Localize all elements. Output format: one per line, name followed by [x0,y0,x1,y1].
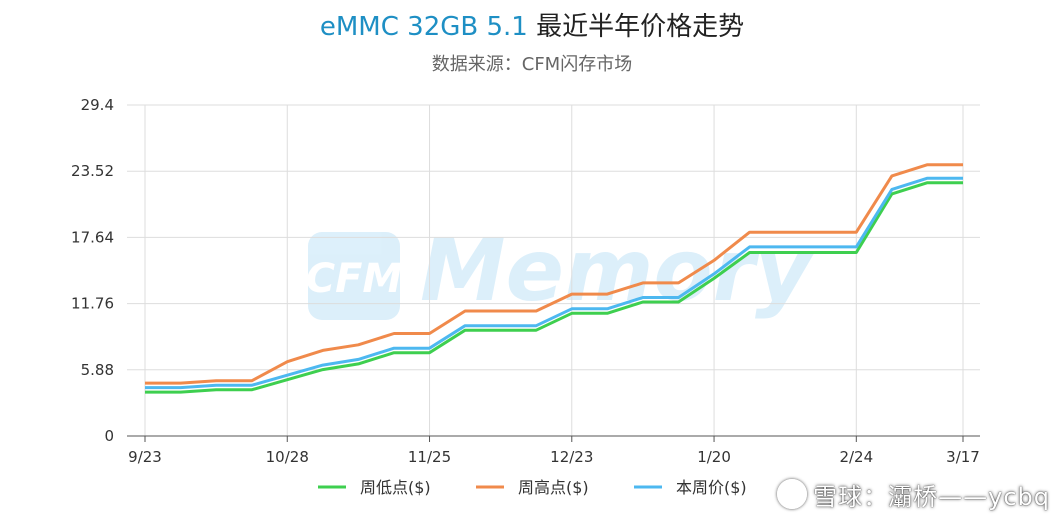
snowball-logo-icon [777,479,808,509]
legend-item-label[interactable]: 周高点($) [518,478,589,497]
x-axis: 9/23 10/28 11/25 12/23 1/20 2/24 3/17 [127,435,980,466]
x-tick-label: 3/17 [946,448,980,466]
y-tick-label: 23.52 [71,162,114,180]
legend: 周低点($) 周高点($) 本周价($) [318,478,747,497]
y-tick-label: 0 [104,427,114,445]
chart-title-text: 最近半年价格走势 [527,12,745,42]
y-tick-label: 11.76 [71,295,114,313]
chart-title: eMMC 32GB 5.1 最近半年价格走势 [0,6,1064,43]
watermark-logo-text: CFM [306,256,402,302]
y-tick-label: 17.64 [71,228,114,246]
x-tick-label: 10/28 [266,448,309,466]
chart-title-product: eMMC 32GB 5.1 [319,12,528,42]
x-tick-label: 9/23 [128,448,162,466]
y-tick-label: 29.4 [81,96,114,114]
x-tick-label: 11/25 [408,448,451,466]
chart-subtitle: 数据来源：CFM闪存市场 [431,54,633,75]
legend-item-label[interactable]: 周低点($) [360,478,431,497]
legend-item-label[interactable]: 本周价($) [676,478,747,497]
series-line [145,176,963,390]
x-tick-label: 1/20 [697,448,731,466]
y-tick-label: 5.88 [81,361,114,379]
y-axis: 0 5.88 11.76 17.64 23.52 29.4 [71,96,114,445]
watermark-logo-box [308,232,400,320]
x-tick-label: 2/24 [839,448,873,466]
credit-text: 雪球：灞桥——ycbq [813,483,1050,511]
credit-watermark: 雪球：灞桥——ycbq [777,477,1050,512]
series-line [145,163,963,385]
watermark: CFM Memory [306,221,815,321]
series-line [145,181,963,394]
x-tick-label: 12/23 [550,448,593,466]
series-lines [145,163,963,394]
